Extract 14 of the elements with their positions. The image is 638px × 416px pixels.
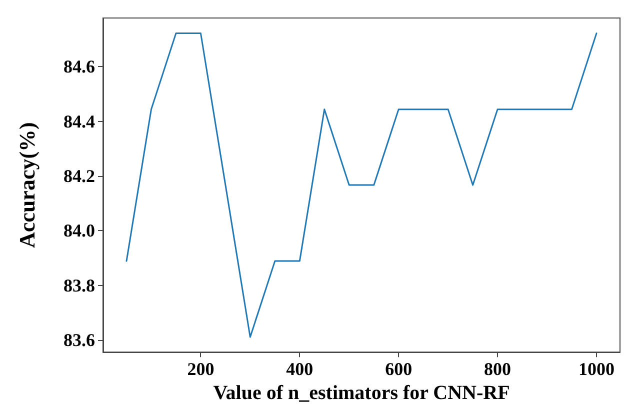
line-series — [126, 32, 598, 338]
y-tick-label: 83.6 — [64, 330, 95, 350]
x-tick-label: 800 — [484, 359, 512, 380]
y-tick-label: 83.8 — [64, 275, 95, 296]
x-tick-label: 1000 — [578, 359, 614, 380]
x-axis-title: Value of n_estimators for CNN-RF — [213, 382, 510, 404]
y-tick-label: 84.4 — [64, 111, 95, 132]
y-axis-title: Accuracy(%) — [14, 122, 40, 248]
y-tick-label: 84.0 — [64, 220, 95, 241]
y-tick-label: 84.2 — [64, 166, 95, 186]
y-tick-label: 84.6 — [64, 56, 95, 77]
x-tick-label: 200 — [187, 359, 214, 380]
x-tick-label: 400 — [286, 359, 314, 380]
x-tick-label: 600 — [385, 359, 412, 380]
